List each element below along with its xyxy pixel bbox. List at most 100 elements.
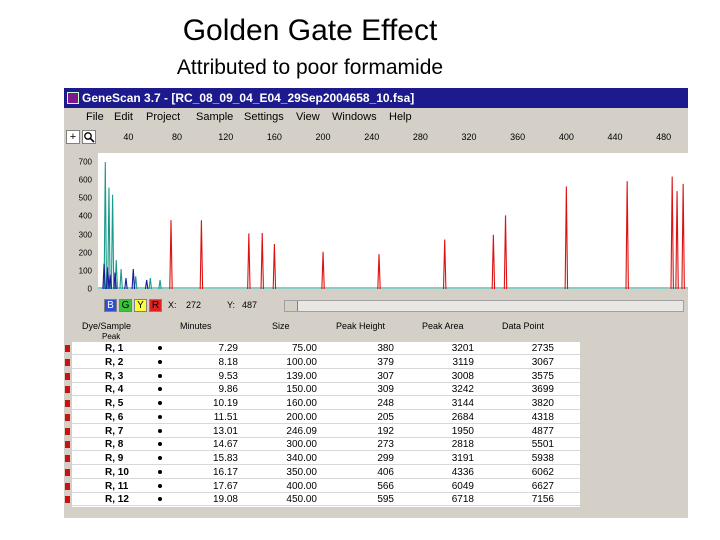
add-icon[interactable]: + [66, 130, 80, 144]
red-dye-swatch [65, 413, 70, 421]
dye-cell: R, 10 [105, 466, 129, 478]
peak-b [144, 279, 149, 290]
menu-project[interactable]: Project [146, 111, 181, 123]
dye-cell: R, 4 [105, 384, 124, 396]
peak-height-cell: 299 [377, 453, 394, 464]
peak-bullet [158, 346, 162, 350]
horizontal-scrollbar[interactable] [284, 300, 684, 312]
peak-area-cell: 3144 [451, 398, 474, 409]
size-cell: 160.00 [286, 398, 317, 409]
size-ruler: + 40 80 120 160 200 240 280 320 360 400 440 480 [64, 128, 688, 148]
x-tick-label: 280 [412, 132, 428, 142]
channel-blue-button[interactable]: B [104, 299, 117, 312]
channel-red-button[interactable]: R [149, 299, 162, 312]
table-row[interactable]: R, 8 14.67 300.00 273 2818 5501 [65, 438, 580, 452]
data-point-cell: 4877 [531, 425, 554, 437]
x-tick-label: 320 [461, 132, 477, 142]
data-point-cell: 2735 [531, 343, 554, 354]
peak-bullet [158, 469, 162, 474]
data-point-cell: 3699 [531, 384, 554, 396]
y-tick-label: 200 [78, 248, 92, 258]
header-peak: Peak [102, 332, 121, 341]
peak-table: Dye/Sample Peak Minutes Size Peak Height… [64, 317, 688, 518]
red-dye-swatch [65, 427, 70, 435]
table-row[interactable]: R, 12 19.08 450.00 595 6718 7156 [65, 493, 580, 507]
slide-subtitle: Attributed to poor formamide [176, 56, 444, 79]
minutes-cell: 9.86 [218, 384, 238, 396]
header-size: Size [272, 321, 290, 331]
data-point-cell: 6627 [531, 480, 554, 492]
red-dye-swatch [65, 372, 70, 380]
red-dye-swatch [65, 496, 70, 504]
red-dye-swatch [65, 482, 70, 490]
header-data-point: Data Point [502, 321, 545, 331]
peak-area-cell: 3201 [451, 343, 474, 354]
peak-g [133, 276, 138, 290]
table-row[interactable]: R, 9 15.83 340.00 299 3191 5938 [65, 452, 580, 465]
peak-table-body: R, 1 7.29 75.00 380 3201 2735 R, 2 8.18 100.00 37… [65, 342, 580, 507]
dye-cell: R, 8 [105, 439, 124, 451]
table-row[interactable]: R, 7 13.01 246.09 192 1950 4877 [65, 425, 580, 438]
peak-bullet [158, 456, 162, 460]
y-tick-label: 700 [78, 157, 92, 167]
menu-settings[interactable]: Settings [244, 111, 284, 123]
size-cell: 350.00 [286, 466, 317, 478]
menu-sample[interactable]: Sample [196, 111, 234, 123]
minutes-cell: 7.29 [218, 343, 238, 354]
peak-r [169, 220, 173, 290]
minutes-cell: 11.51 [213, 411, 238, 423]
menu-bar: File Edit Project Sample Settings View W… [64, 108, 688, 127]
menu-view[interactable]: View [296, 111, 320, 123]
peak-g [103, 162, 108, 290]
peak-bullet [158, 414, 162, 419]
peak-r [199, 220, 204, 290]
menu-file[interactable]: File [86, 111, 104, 123]
table-row[interactable]: R, 1 7.29 75.00 380 3201 2735 [65, 342, 580, 355]
peak-r [491, 234, 496, 290]
table-row[interactable]: R, 11 17.67 400.00 566 6049 6627 [65, 480, 580, 493]
zoom-icon[interactable] [82, 130, 96, 144]
menu-help[interactable]: Help [389, 111, 412, 123]
peak-height-cell: 205 [377, 411, 394, 423]
red-dye-swatch [65, 441, 70, 449]
channel-yellow-button[interactable]: Y [134, 299, 147, 312]
peak-height-cell: 192 [377, 425, 394, 437]
peak-area-cell: 2684 [451, 411, 474, 423]
table-row[interactable]: R, 5 10.19 160.00 248 3144 3820 [65, 397, 580, 410]
peak-r [321, 251, 325, 290]
size-cell: 246.09 [286, 425, 317, 437]
table-row[interactable]: R, 10 16.17 350.00 406 4336 6062 [65, 466, 580, 479]
peak-bullet [158, 373, 162, 378]
peak-r [503, 215, 508, 290]
table-row[interactable]: R, 2 8.18 100.00 379 3119 3067 [65, 356, 580, 369]
peak-b [113, 272, 117, 290]
menu-windows[interactable]: Windows [332, 111, 377, 123]
data-point-cell: 3067 [531, 356, 554, 368]
peak-height-cell: 380 [377, 343, 394, 354]
peak-r [272, 244, 277, 290]
slide-title: Golden Gate Effect [182, 14, 438, 47]
peak-b [105, 267, 110, 290]
peak-height-cell: 307 [377, 370, 394, 382]
peak-r [442, 239, 447, 290]
table-row[interactable]: R, 6 11.51 200.00 205 2684 4318 [65, 411, 580, 424]
data-point-cell: 3820 [531, 398, 554, 409]
dye-cell: R, 9 [105, 453, 124, 464]
table-row[interactable]: R, 3 9.53 139.00 307 3008 3575 [65, 370, 580, 383]
window-titlebar[interactable]: GeneScan 3.7 - [RC_08_09_04_E04_29Sep200… [64, 88, 688, 108]
channel-green-button[interactable]: G [119, 299, 132, 312]
y-tick-label: 100 [78, 266, 92, 276]
peak-area-cell: 3191 [451, 453, 474, 464]
table-row[interactable]: R, 4 9.86 150.00 309 3242 3699 [65, 383, 580, 397]
peak-bullet [158, 483, 162, 488]
x-tick-label: 440 [607, 132, 623, 142]
dye-cell: R, 5 [105, 398, 124, 409]
electropherogram[interactable] [98, 153, 688, 290]
data-point-cell: 5501 [531, 439, 554, 451]
menu-edit[interactable]: Edit [114, 111, 133, 123]
peak-height-cell: 595 [377, 494, 394, 506]
dye-cell: R, 11 [105, 480, 129, 492]
peak-area-cell: 3242 [451, 384, 474, 396]
peak-bullet [158, 428, 162, 433]
peak-area-cell: 3008 [451, 370, 474, 382]
